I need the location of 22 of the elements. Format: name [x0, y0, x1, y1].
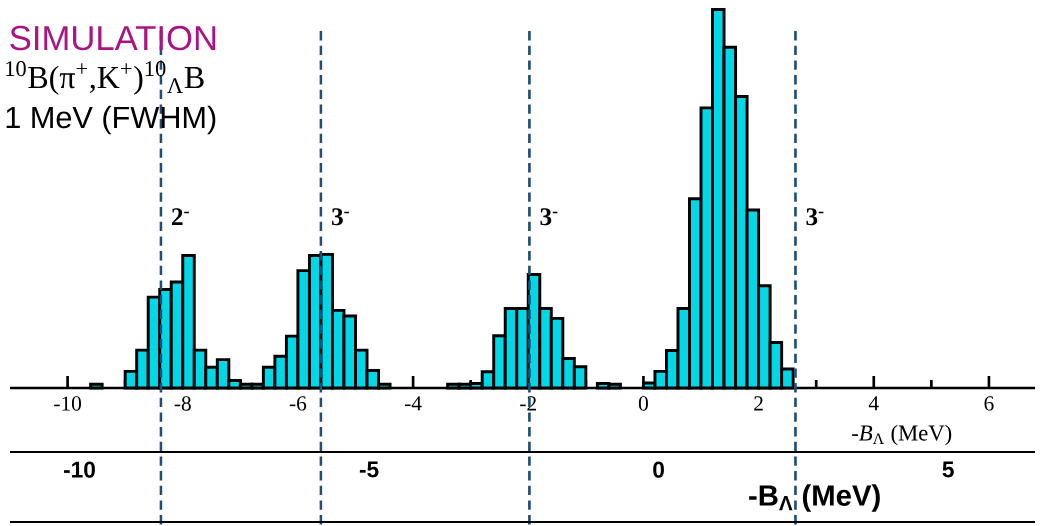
x-tick-label: 4	[868, 396, 879, 411]
annotation: 2$^{-}$	[171, 208, 189, 226]
x-tick-label: -8	[174, 396, 191, 411]
x-tick-label: -10	[54, 396, 81, 411]
x-tick-label: -4	[405, 396, 422, 411]
x-tick-label: 6	[984, 396, 994, 411]
annotation: 3$^{-}$	[806, 208, 824, 226]
x-tick-label: -2	[520, 396, 536, 411]
text: $^{10}$B(π$^{+}$,K$^{+}$)$^{10}$$_{Λ}$B	[6, 61, 204, 95]
x-tick-label: 2	[754, 396, 763, 411]
x-tick-label: 0	[638, 396, 648, 411]
x2-axis-title: -B$_{Λ}$ (MeV)	[749, 484, 880, 512]
annotation: 3$^{-}$	[540, 208, 558, 226]
x2-tick-label: -5	[359, 461, 379, 478]
x-tick-label: -6	[289, 396, 307, 411]
x-axis-title: -B$_{Λ}$ (MeV)	[852, 424, 952, 446]
x2-tick-label: 0	[653, 461, 664, 478]
annotation: 1 MeV (FWHM)	[6, 105, 216, 135]
chart-title: SIMULATION	[10, 25, 216, 51]
x2-tick-label: -10	[63, 461, 95, 478]
x2-tick-label: 5	[942, 461, 954, 478]
annotation: 3$^{-}$	[331, 208, 349, 226]
